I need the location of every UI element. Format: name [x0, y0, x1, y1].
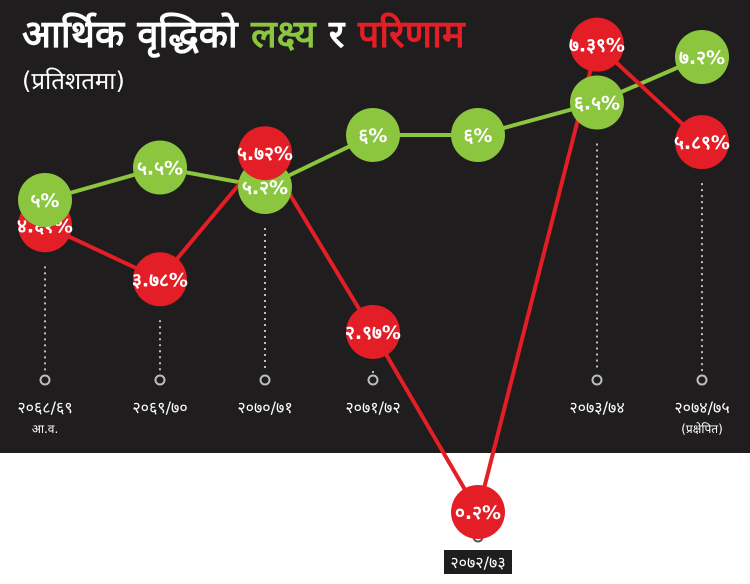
x-tick-note: (प्रक्षेपित)	[681, 422, 723, 436]
x-tick-label: २०७१/७२	[345, 398, 400, 417]
target-data-label: ५.२%	[242, 177, 288, 199]
highlight-label-background	[444, 550, 512, 574]
target-data-label: ५%	[31, 190, 60, 212]
title-part-3: र	[315, 12, 358, 56]
chart-subtitle: (प्रतिशतमा)	[22, 67, 125, 95]
title-target-word: लक्ष्य	[250, 12, 316, 56]
category-marker-ring	[591, 374, 603, 386]
target-data-label: ६.५%	[574, 93, 620, 115]
result-point	[133, 252, 187, 307]
target-point	[18, 173, 72, 227]
result-data-label: ७.३९%	[569, 35, 625, 57]
title-result-word: परिणाम	[357, 12, 465, 56]
result-data-label: ५.७२%	[237, 143, 293, 165]
result-point	[570, 17, 624, 72]
result-point	[451, 485, 505, 539]
target-point	[570, 75, 624, 130]
x-tick-label: २०७४/७५	[674, 398, 729, 417]
chart-background	[0, 0, 750, 453]
result-data-label: २.९७%	[345, 322, 401, 344]
target-point	[346, 108, 400, 162]
title-part-1: आर्थिक वृद्धिको	[22, 12, 251, 56]
x-tick-label: २०७२/७३	[450, 553, 505, 572]
chart-title: आर्थिक वृद्धिको लक्ष्य र परिणाम	[22, 12, 465, 56]
result-point	[346, 304, 400, 359]
x-tick-label: २०७३/७४	[569, 398, 624, 417]
result-point	[675, 115, 729, 170]
target-data-label: ५.५%	[137, 158, 183, 180]
target-data-label: ७.२%	[679, 47, 725, 69]
category-marker-ring	[154, 374, 166, 386]
x-tick-note: आ.व.	[32, 422, 59, 436]
target-data-label: ६%	[359, 125, 388, 147]
result-data-label: ०.२%	[455, 502, 501, 524]
target-data-label: ६%	[464, 125, 493, 147]
category-marker-ring	[259, 374, 271, 386]
target-point	[133, 140, 187, 195]
x-tick-label: २०७०/७१	[237, 398, 292, 417]
series-markers: ४.६१%५%३.७८%५.५%५.२%५.७२%२.९७%६%०.२%६%६.…	[17, 17, 730, 539]
result-data-label: ५.८९%	[674, 132, 730, 154]
target-point	[451, 108, 505, 162]
target-point	[675, 30, 729, 84]
category-marker-ring	[367, 374, 379, 386]
result-data-label: ३.७८%	[132, 269, 188, 291]
x-axis-labels: २०६८/६९ आ.व. २०६९/७० २०७०/७१ २०७१/७२ २०७२/७३ २…	[17, 398, 730, 574]
category-marker-ring	[39, 374, 51, 386]
x-tick-label: २०६८/६९	[17, 398, 72, 417]
result-point	[238, 126, 292, 181]
x-tick-label: २०६९/७०	[132, 398, 187, 417]
category-marker-ring	[696, 374, 708, 386]
